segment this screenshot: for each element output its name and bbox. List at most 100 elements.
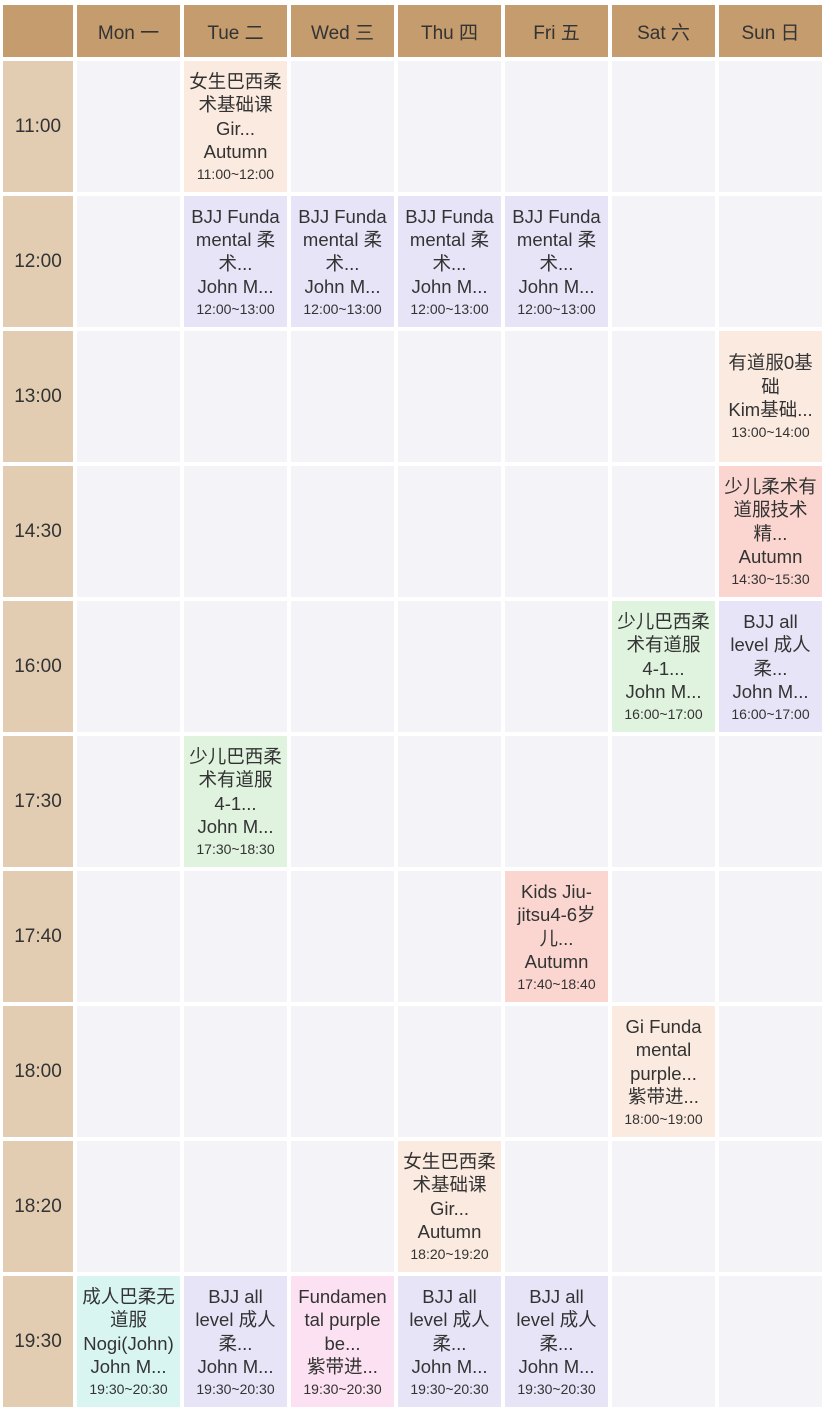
class-event-card[interactable]: 少儿巴西柔 术有道服 4-1... John M... 17:30~18:30 bbox=[184, 736, 287, 867]
day-header: Sat 六 bbox=[612, 5, 715, 57]
empty-slot[interactable] bbox=[184, 331, 287, 462]
class-event-card[interactable]: BJJ Funda mental 柔术... John M... 12:00~13:0… bbox=[398, 196, 501, 327]
class-time: 17:30~18:30 bbox=[196, 840, 275, 857]
class-title-line: 础 bbox=[761, 375, 780, 397]
empty-slot[interactable] bbox=[505, 1141, 608, 1272]
empty-slot[interactable] bbox=[398, 736, 501, 867]
empty-slot[interactable] bbox=[291, 466, 394, 597]
empty-slot[interactable] bbox=[291, 1006, 394, 1137]
class-event-card[interactable]: 少儿柔术有 道服技术 精... Autumn 14:30~15:30 bbox=[719, 466, 822, 597]
empty-slot[interactable] bbox=[612, 466, 715, 597]
empty-slot[interactable] bbox=[719, 196, 822, 327]
class-title-line: 成人巴柔无 bbox=[82, 1285, 175, 1307]
class-event-card[interactable]: 有道服0基础 Kim基础... 13:00~14:00 bbox=[719, 331, 822, 462]
class-event-card[interactable]: BJJ Funda mental 柔术... John M... 12:00~13:0… bbox=[291, 196, 394, 327]
empty-slot[interactable] bbox=[612, 331, 715, 462]
empty-slot[interactable] bbox=[505, 736, 608, 867]
empty-slot[interactable] bbox=[291, 736, 394, 867]
class-title-line: 有道服0基 bbox=[728, 352, 813, 374]
class-event-card[interactable]: BJJ all level 成人 柔... John M... 16:00~17:00 bbox=[719, 601, 822, 732]
empty-slot[interactable] bbox=[77, 736, 180, 867]
empty-slot[interactable] bbox=[398, 466, 501, 597]
class-event-card[interactable]: BJJ all level 成人 柔... John M... 19:30~20:30 bbox=[184, 1276, 287, 1407]
empty-slot[interactable] bbox=[291, 1141, 394, 1272]
class-time: 13:00~14:00 bbox=[731, 423, 810, 440]
class-title-line: 紫带进... bbox=[628, 1086, 699, 1107]
empty-slot[interactable] bbox=[77, 601, 180, 732]
empty-slot[interactable] bbox=[184, 1006, 287, 1137]
empty-slot[interactable] bbox=[612, 196, 715, 327]
class-title-line: BJJ all bbox=[422, 1285, 477, 1307]
empty-slot[interactable] bbox=[719, 61, 822, 192]
empty-slot[interactable] bbox=[612, 736, 715, 867]
class-title-line: Nogi(John) bbox=[83, 1332, 174, 1354]
class-event-card[interactable]: BJJ Funda mental 柔术... John M... 12:00~13:0… bbox=[184, 196, 287, 327]
empty-slot[interactable] bbox=[77, 1006, 180, 1137]
empty-slot[interactable] bbox=[505, 61, 608, 192]
empty-slot[interactable] bbox=[719, 1141, 822, 1272]
empty-slot[interactable] bbox=[77, 466, 180, 597]
empty-slot[interactable] bbox=[184, 601, 287, 732]
empty-slot[interactable] bbox=[291, 871, 394, 1002]
time-slot-label: 18:00 bbox=[3, 1006, 73, 1137]
empty-slot[interactable] bbox=[184, 1141, 287, 1272]
class-title-line: 柔... bbox=[218, 1332, 253, 1354]
class-title-line: 术... bbox=[432, 252, 467, 274]
empty-slot[interactable] bbox=[77, 1141, 180, 1272]
class-event-card[interactable]: 女生巴西柔 术基础课 Gir... Autumn 18:20~19:20 bbox=[398, 1141, 501, 1272]
class-title-line: 道服 bbox=[109, 1309, 147, 1330]
empty-slot[interactable] bbox=[291, 331, 394, 462]
empty-slot[interactable] bbox=[612, 1141, 715, 1272]
empty-slot[interactable] bbox=[398, 871, 501, 1002]
class-title-line: John M... bbox=[90, 1356, 167, 1377]
class-event-card[interactable]: Kids Jiu-jitsu4-6岁 儿... Autumn 17:40~18:40 bbox=[505, 871, 608, 1002]
empty-slot[interactable] bbox=[398, 61, 501, 192]
empty-slot[interactable] bbox=[184, 466, 287, 597]
class-event-card[interactable]: Fundamen tal purple be... 紫带进... 19:30~20:30 bbox=[291, 1276, 394, 1407]
class-time: 19:30~20:30 bbox=[410, 1380, 489, 1397]
class-time: 11:00~12:00 bbox=[196, 165, 275, 182]
empty-slot[interactable] bbox=[398, 601, 501, 732]
empty-slot[interactable] bbox=[612, 871, 715, 1002]
class-event-card[interactable]: BJJ all level 成人 柔... John M... 19:30~20:30 bbox=[505, 1276, 608, 1407]
empty-slot[interactable] bbox=[719, 1006, 822, 1137]
empty-slot[interactable] bbox=[77, 871, 180, 1002]
class-title-line: John M... bbox=[518, 276, 595, 297]
empty-slot[interactable] bbox=[398, 331, 501, 462]
class-time: 12:00~13:00 bbox=[410, 300, 489, 317]
empty-slot[interactable] bbox=[398, 1006, 501, 1137]
class-title-line: 4-1... bbox=[642, 657, 685, 679]
class-title-line: jitsu4-6岁 bbox=[517, 904, 596, 925]
empty-slot[interactable] bbox=[291, 61, 394, 192]
empty-slot[interactable] bbox=[77, 196, 180, 327]
class-title-line: 少儿巴西柔 bbox=[617, 610, 710, 632]
empty-slot[interactable] bbox=[505, 331, 608, 462]
empty-slot[interactable] bbox=[184, 871, 287, 1002]
class-title-line: BJJ Funda bbox=[191, 205, 280, 227]
empty-slot[interactable] bbox=[719, 871, 822, 1002]
day-header: Fri 五 bbox=[505, 5, 608, 57]
empty-slot[interactable] bbox=[612, 1276, 715, 1407]
empty-slot[interactable] bbox=[77, 61, 180, 192]
empty-slot[interactable] bbox=[505, 1006, 608, 1137]
day-header: Thu 四 bbox=[398, 5, 501, 57]
class-event-card[interactable]: BJJ Funda mental 柔术... John M... 12:00~13:0… bbox=[505, 196, 608, 327]
empty-slot[interactable] bbox=[291, 601, 394, 732]
class-title-line: mental 柔 bbox=[195, 229, 276, 250]
empty-slot[interactable] bbox=[505, 466, 608, 597]
class-event-card[interactable]: 女生巴西柔 术基础课 Gir... Autumn 11:00~12:00 bbox=[184, 61, 287, 192]
empty-slot[interactable] bbox=[505, 601, 608, 732]
class-event-card[interactable]: Gi Funda mental purple... 紫带进... 18:00~19:00 bbox=[612, 1006, 715, 1137]
class-title-line: John M... bbox=[411, 1356, 488, 1377]
class-title-line: 精... bbox=[753, 522, 788, 544]
empty-slot[interactable] bbox=[719, 1276, 822, 1407]
class-title-line: level 成人 bbox=[409, 1309, 490, 1330]
class-event-card[interactable]: 少儿巴西柔 术有道服 4-1... John M... 16:00~17:00 bbox=[612, 601, 715, 732]
empty-slot[interactable] bbox=[77, 331, 180, 462]
empty-slot[interactable] bbox=[719, 736, 822, 867]
class-event-card[interactable]: BJJ all level 成人 柔... John M... 19:30~20:30 bbox=[398, 1276, 501, 1407]
class-title-line: mental bbox=[635, 1039, 692, 1060]
class-event-card[interactable]: 成人巴柔无 道服 Nogi(John) John M... 19:30~20:30 bbox=[77, 1276, 180, 1407]
class-title-line: 术有道服 bbox=[198, 769, 273, 790]
empty-slot[interactable] bbox=[612, 61, 715, 192]
